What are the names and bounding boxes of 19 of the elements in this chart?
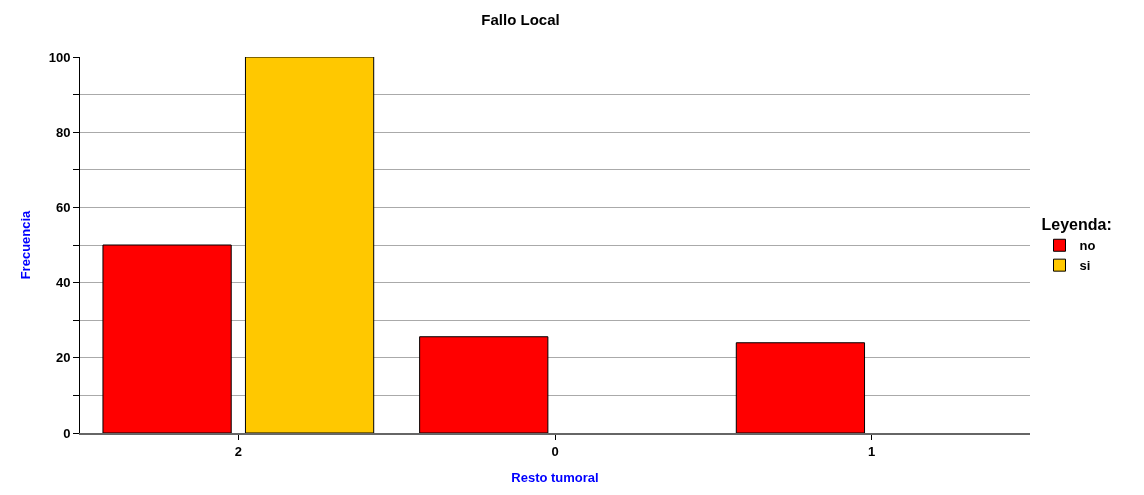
legend-label: no	[1079, 238, 1096, 254]
x-tick-label: 2	[234, 443, 242, 459]
x-axis-title: Resto tumoral	[511, 469, 599, 485]
legend-title: Leyenda:	[1041, 216, 1112, 234]
chart-title: Fallo Local	[481, 11, 560, 29]
y-tick-label: 100	[48, 49, 71, 65]
bar	[419, 336, 549, 433]
y-tick-label: 60	[55, 199, 71, 215]
y-tick-label: 40	[55, 275, 71, 291]
bar	[102, 244, 232, 433]
x-tick-label: 1	[868, 443, 876, 459]
bar	[244, 57, 375, 433]
y-axis-title: Frecuencia	[17, 209, 33, 280]
bar	[735, 342, 866, 433]
x-tick-label: 0	[551, 443, 559, 459]
legend-label: si	[1079, 258, 1091, 274]
y-tick-label: 20	[55, 350, 71, 366]
y-tick-label: 80	[55, 124, 71, 140]
y-tick-label: 0	[63, 425, 71, 441]
